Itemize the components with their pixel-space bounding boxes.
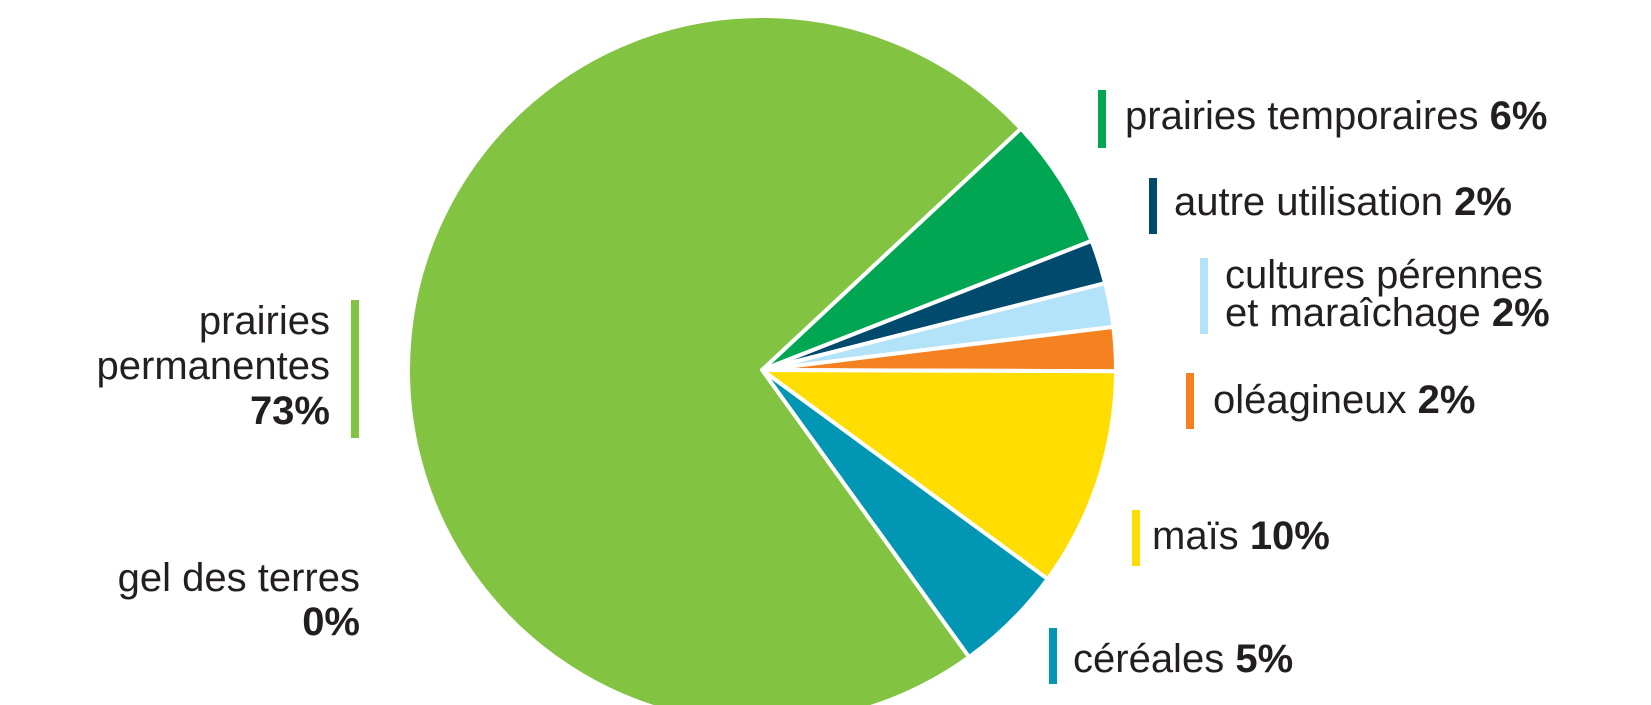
legend-bar-cereales <box>1049 628 1057 684</box>
label-percent: 0% <box>302 600 360 644</box>
label-text: oléagineux <box>1213 378 1407 422</box>
label-prairies-permanentes: prairies permanentes 73% <box>97 299 330 434</box>
label-gel-des-terres: gel des terres 0% <box>118 556 360 644</box>
label-cereales: céréales 5% <box>1073 637 1294 681</box>
legend-bar-prairies-temporaires <box>1098 90 1106 148</box>
label-text: autre utilisation <box>1174 180 1444 224</box>
label-prairies-temporaires: prairies temporaires 6% <box>1125 94 1548 138</box>
legend-bar-cultures-perennes <box>1200 258 1208 334</box>
label-percent: 2% <box>1417 378 1476 422</box>
label-line1: prairies <box>198 299 330 343</box>
label-line2: et maraîchage 2% <box>1225 291 1550 335</box>
label-oleagineux: oléagineux 2% <box>1213 378 1476 422</box>
legend-bar-prairies-permanentes <box>351 300 359 438</box>
label-percent: 2% <box>1454 180 1512 224</box>
legend-bar-autre-utilisation <box>1149 178 1157 234</box>
label-autre-utilisation: autre utilisation 2% <box>1174 180 1512 224</box>
label-percent: 10% <box>1249 514 1330 558</box>
label-percent: 5% <box>1235 637 1294 681</box>
legend-bar-oleagineux <box>1186 373 1194 429</box>
label-percent: 6% <box>1489 94 1548 138</box>
label-line2: permanentes <box>96 344 330 388</box>
label-text: gel des terres <box>117 556 360 600</box>
label-text: céréales <box>1073 637 1225 681</box>
label-percent: 73% <box>249 389 330 433</box>
label-text: maïs <box>1152 514 1239 558</box>
label-percent: 2% <box>1491 291 1550 335</box>
label-mais: maïs 10% <box>1152 514 1330 558</box>
label-text: prairies temporaires <box>1125 94 1479 138</box>
label-line1: cultures pérennes <box>1225 253 1543 297</box>
pie-slice-mais <box>760 368 1118 582</box>
label-cultures-perennes: cultures pérennes et maraîchage 2% <box>1225 253 1550 335</box>
pie-slice-prairies-permanentes <box>406 14 1023 705</box>
pie-slice-prairies-temporaires <box>760 126 1094 372</box>
legend-bar-mais <box>1132 510 1140 566</box>
